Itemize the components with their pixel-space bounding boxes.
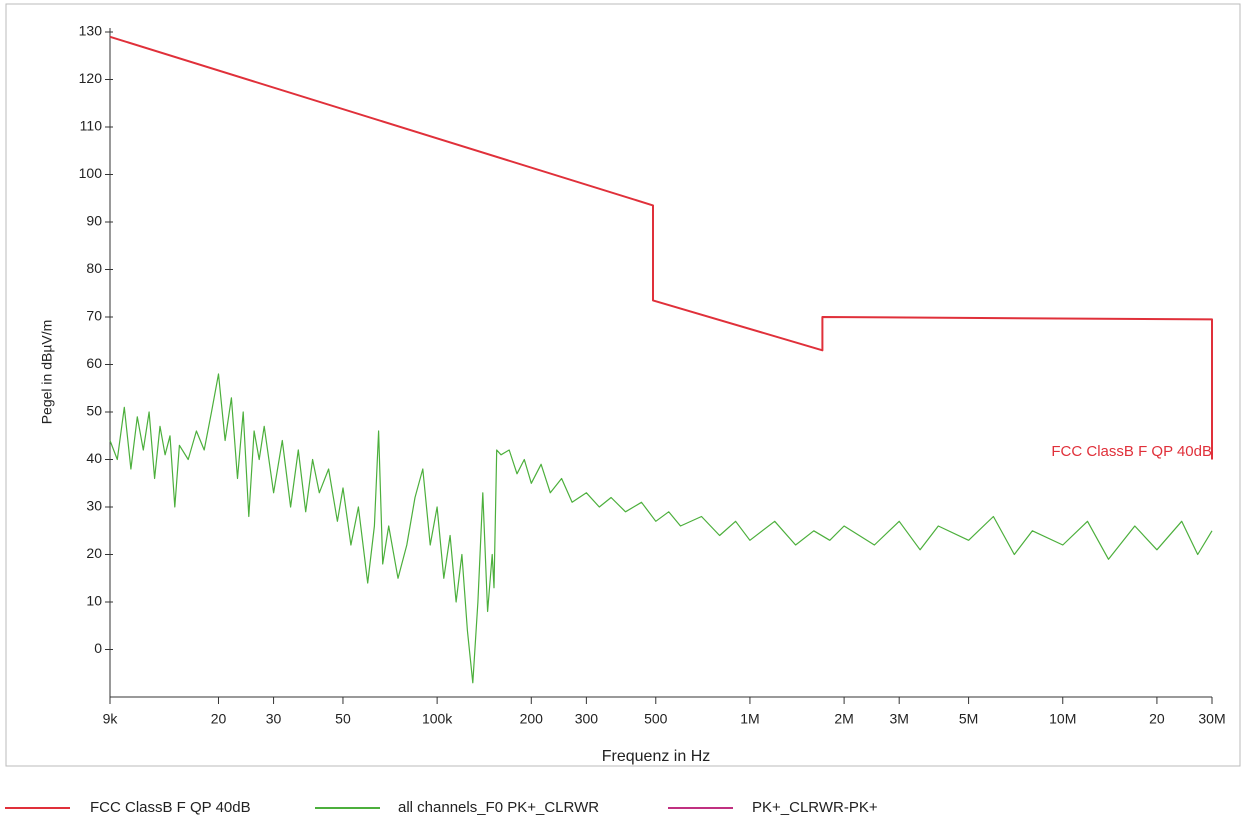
y-tick-label: 20: [86, 545, 102, 561]
x-axis-label: Frequenz in Hz: [602, 748, 711, 765]
y-tick-label: 90: [86, 213, 102, 229]
x-tick-label: 9k: [103, 711, 119, 727]
frame: [5, 3, 1241, 767]
x-tick-label: 10M: [1049, 711, 1076, 727]
x-tick-label: 30M: [1198, 711, 1225, 727]
y-tick-label: 120: [79, 70, 103, 86]
y-tick-label: 30: [86, 498, 102, 514]
annotation: FCC ClassB F QP 40dB: [1051, 443, 1212, 460]
y-axis-label: Pegel in dBµV/m: [39, 320, 55, 425]
y-tick-label: 60: [86, 355, 102, 371]
x-tick-label: 30: [266, 711, 282, 727]
y-tick-label: 10: [86, 593, 102, 609]
legend-label: all channels_F0 PK+_CLRWR: [398, 799, 599, 816]
x-tick-label: 50: [335, 711, 351, 727]
y-tick-label: 110: [80, 118, 103, 134]
series-line: [109, 373, 1213, 684]
y-tick-label: 0: [94, 640, 102, 656]
legend-label: PK+_CLRWR-PK+: [752, 799, 878, 816]
y-tick-label: 100: [79, 165, 103, 181]
y-tick-label: 40: [86, 450, 102, 466]
series-line: [109, 35, 1213, 460]
x-tick-label: 200: [520, 711, 544, 727]
x-tick-label: 20: [1149, 711, 1165, 727]
legend-label: FCC ClassB F QP 40dB: [90, 799, 251, 816]
x-tick-label: 5M: [959, 711, 978, 727]
x-tick-label: 100k: [422, 711, 453, 727]
x-tick-label: 1M: [740, 711, 759, 727]
x-tick-label: 3M: [889, 711, 908, 727]
y-tick-label: 50: [86, 403, 102, 419]
x-tick-label: 500: [644, 711, 668, 727]
y-tick-label: 130: [79, 23, 103, 39]
x-tick-label: 2M: [834, 711, 853, 727]
x-tick-label: 300: [575, 711, 599, 727]
y-tick-label: 80: [86, 260, 102, 276]
x-tick-label: 20: [211, 711, 227, 727]
y-tick-label: 70: [86, 308, 102, 324]
